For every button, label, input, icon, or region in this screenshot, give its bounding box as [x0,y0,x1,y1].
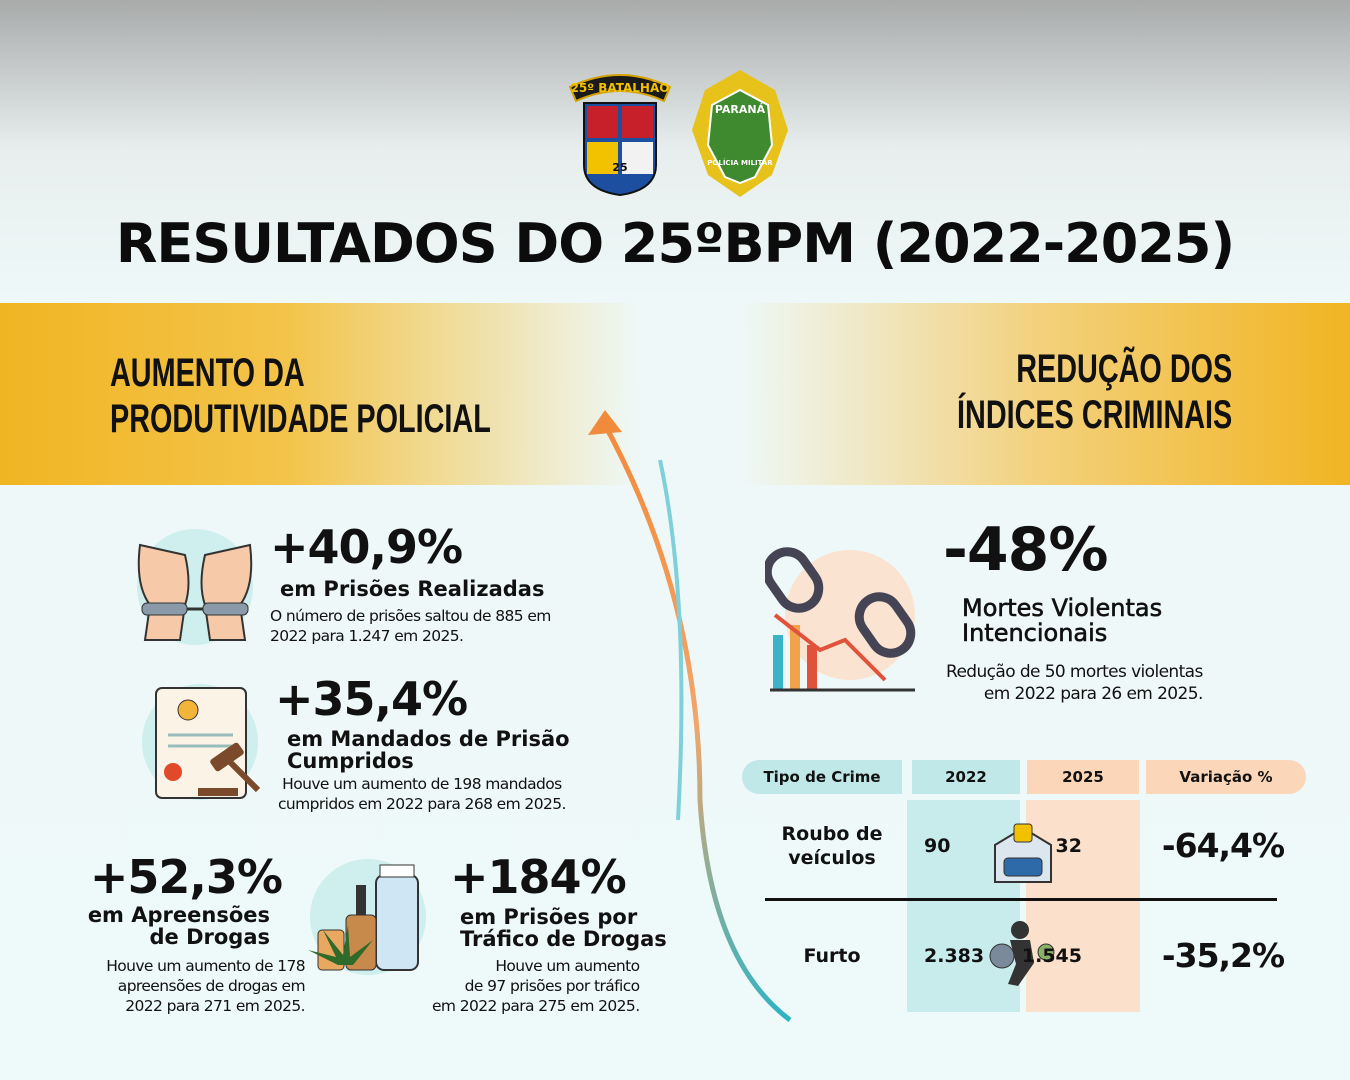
stat-description-line: O número de prisões saltou de 885 em [270,607,551,625]
stat-label-line: Mortes Violentas [962,594,1163,622]
table-cell: Furto [803,945,861,967]
stat-description-line: Houve um aumento de 198 mandados [282,775,562,793]
table-cell: 32 [1055,835,1082,857]
left-header: AUMENTO DA PRODUTIVIDADE POLICIAL [110,350,491,442]
stat-value: +40,9% [270,520,463,574]
col-2025-bg [1026,800,1140,1012]
stat-description-line: Redução de 50 mortes violentas [946,662,1203,682]
stat-label-line: em Mandados de Prisão [287,727,570,751]
garage-icon [994,823,1052,883]
table-header: 2022 [912,760,1020,794]
stat-label: Mortes Violentas Intencionais [962,594,1163,647]
stat-value: +35,4% [275,672,468,726]
pm-top: PARANÁ [715,103,766,116]
header-line: PRODUTIVIDADE POLICIAL [110,397,491,441]
table-cell: -64,4% [1161,826,1285,865]
stat-description-line: 2022 para 1.247 em 2025. [270,627,464,645]
stat-label: em Prisões Realizadas [280,578,544,600]
battalion-number: 25 [612,161,627,174]
table-cell: Roubo de veículos [781,823,883,869]
stat-description-line: em 2022 para 275 em 2025. [432,997,640,1015]
thief-icon [989,921,1055,986]
table-header: Variação % [1146,760,1306,794]
stat-label-line: em Prisões por [460,905,638,929]
stat-label-line: Intencionais [962,619,1108,647]
stat-description-line: apreensões de drogas em [117,977,306,995]
stat-label: em Prisões por Tráfico de Drogas [460,906,667,950]
handcuff-icon [137,529,253,645]
stat-description: O número de prisões saltou de 885 em 2022… [270,606,551,646]
table-cell: 90 [924,835,951,857]
stat-description-line: Houve um aumento de 178 [106,957,305,975]
stat-description-line: em 2022 para 26 em 2025. [983,684,1203,704]
stat-label-line: em Prisões Realizadas [280,577,545,601]
stat-description: Redução de 50 mortes violentas em 2022 pa… [946,661,1203,705]
stat-description: Houve um aumento de 178 apreensões de dro… [106,956,305,1016]
right-band [740,303,1350,485]
stat-label-line: de Drogas [149,925,270,949]
stat-label: em Apreensões de Drogas [88,904,270,948]
drugs-icon [308,859,426,975]
stat-description-line: de 97 prisões por tráfico [464,977,641,995]
stat-description-line: Houve um aumento [495,957,640,975]
header-line: ÍNDICES CRIMINAIS [956,393,1232,437]
pm-bottom: POLÍCIA MILITAR [707,158,773,167]
broken-chain-icon [765,547,916,692]
table-cell: 2.383 [924,945,985,967]
growth-arrow [588,410,792,1022]
stat-value: -48% [943,515,1109,585]
stat-description: Houve um aumento de 97 prisões por tráfic… [432,956,640,1016]
stat-label: em Mandados de Prisão Cumpridos [287,728,570,772]
table-cell: -35,2% [1161,936,1285,975]
table-cell: 1.545 [1021,945,1082,967]
stat-description-line: 2022 para 271 em 2025. [125,997,305,1015]
stat-description-line: cumpridos em 2022 para 268 em 2025. [278,795,566,813]
stat-label-line: em Apreensões [87,903,270,927]
table-header: Tipo de Crime [742,760,902,794]
battalion-banner: 25º BATALHÃO [571,80,670,95]
warrant-icon [142,684,261,800]
header-line: AUMENTO DA [110,351,305,395]
table-divider [765,898,1277,901]
stat-value: +184% [450,850,627,904]
right-header: REDUÇÃO DOS ÍNDICES CRIMINAIS [957,346,1232,438]
table-header: 2025 [1027,760,1139,794]
left-band [0,303,640,485]
stat-description: Houve um aumento de 198 mandados cumprido… [278,774,566,814]
stat-value: +52,3% [89,850,283,904]
stat-label-line: Tráfico de Drogas [460,927,667,951]
header-line: REDUÇÃO DOS [1015,347,1232,391]
col-2022-bg [907,800,1020,1012]
title: RESULTADOS DO 25ºBPM (2022-2025) [115,212,1235,275]
stat-label-line: Cumpridos [287,749,414,773]
logos: 25º BATALHÃO 25 PARANÁ POLÍCIA MILITAR [568,70,788,197]
